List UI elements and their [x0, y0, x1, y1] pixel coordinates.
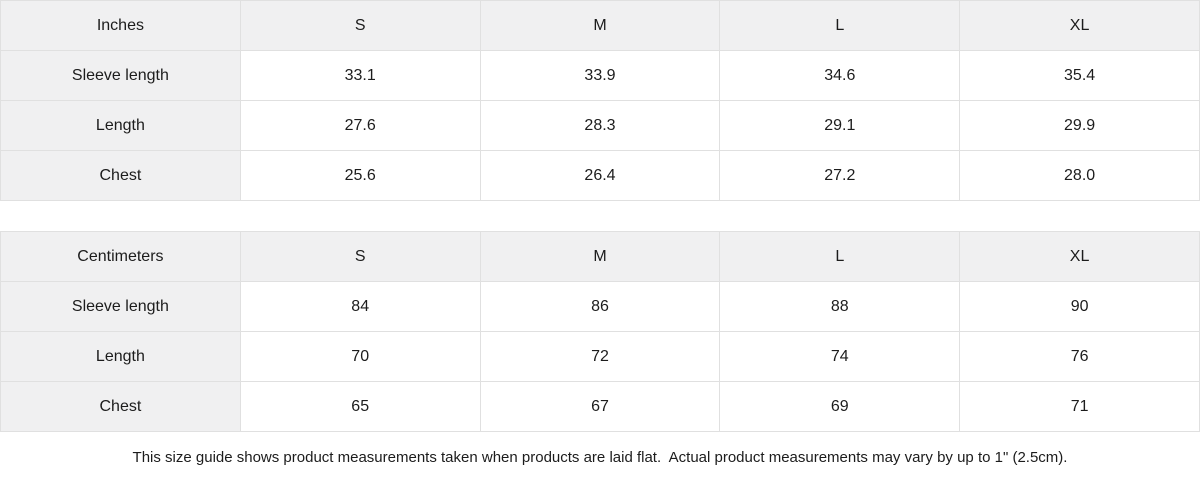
footer-note: This size guide shows product measuremen… — [0, 432, 1200, 480]
value-cell: 33.9 — [479, 50, 721, 101]
value-cell: 25.6 — [239, 150, 481, 201]
row-label-cell: Chest — [0, 381, 241, 432]
value-cell: 72 — [479, 331, 721, 382]
value-cell: 29.1 — [719, 100, 961, 151]
row-label-cell: Sleeve length — [0, 50, 241, 101]
table-row: Chest 25.6 26.4 27.2 28.0 — [0, 150, 1200, 201]
value-cell: 67 — [479, 381, 721, 432]
row-label-cell: Chest — [0, 150, 241, 201]
table-spacer — [0, 201, 1200, 231]
value-cell: 27.6 — [239, 100, 481, 151]
row-label-cell: Length — [0, 100, 241, 151]
centimeters-unit-header-cell: Centimeters — [0, 231, 241, 282]
value-cell: 69 — [719, 381, 961, 432]
centimeters-size-xl-header-cell: XL — [959, 231, 1200, 282]
centimeters-table: Centimeters S M L XL Sleeve length 84 86… — [0, 231, 1200, 432]
value-cell: 33.1 — [239, 50, 481, 101]
value-cell: 28.3 — [479, 100, 721, 151]
value-cell: 84 — [239, 281, 481, 332]
row-label-cell: Length — [0, 331, 241, 382]
inches-size-m-header-cell: M — [479, 0, 721, 51]
centimeters-header-row: Centimeters S M L XL — [0, 231, 1200, 282]
row-label-cell: Sleeve length — [0, 281, 241, 332]
value-cell: 71 — [959, 381, 1200, 432]
table-row: Chest 65 67 69 71 — [0, 381, 1200, 432]
inches-size-s-header-cell: S — [239, 0, 481, 51]
value-cell: 35.4 — [959, 50, 1200, 101]
centimeters-size-s-header-cell: S — [239, 231, 481, 282]
value-cell: 86 — [479, 281, 721, 332]
value-cell: 90 — [959, 281, 1200, 332]
inches-size-l-header-cell: L — [719, 0, 961, 51]
value-cell: 29.9 — [959, 100, 1200, 151]
centimeters-size-l-header-cell: L — [719, 231, 961, 282]
value-cell: 27.2 — [719, 150, 961, 201]
value-cell: 74 — [719, 331, 961, 382]
centimeters-size-m-header-cell: M — [479, 231, 721, 282]
value-cell: 76 — [959, 331, 1200, 382]
value-cell: 34.6 — [719, 50, 961, 101]
value-cell: 88 — [719, 281, 961, 332]
table-row: Sleeve length 84 86 88 90 — [0, 281, 1200, 332]
value-cell: 26.4 — [479, 150, 721, 201]
inches-unit-header-cell: Inches — [0, 0, 241, 51]
inches-header-row: Inches S M L XL — [0, 0, 1200, 51]
value-cell: 65 — [239, 381, 481, 432]
table-row: Length 70 72 74 76 — [0, 331, 1200, 382]
inches-size-xl-header-cell: XL — [959, 0, 1200, 51]
value-cell: 28.0 — [959, 150, 1200, 201]
table-row: Sleeve length 33.1 33.9 34.6 35.4 — [0, 50, 1200, 101]
inches-table: Inches S M L XL Sleeve length 33.1 33.9 … — [0, 0, 1200, 201]
table-row: Length 27.6 28.3 29.1 29.9 — [0, 100, 1200, 151]
value-cell: 70 — [239, 331, 481, 382]
